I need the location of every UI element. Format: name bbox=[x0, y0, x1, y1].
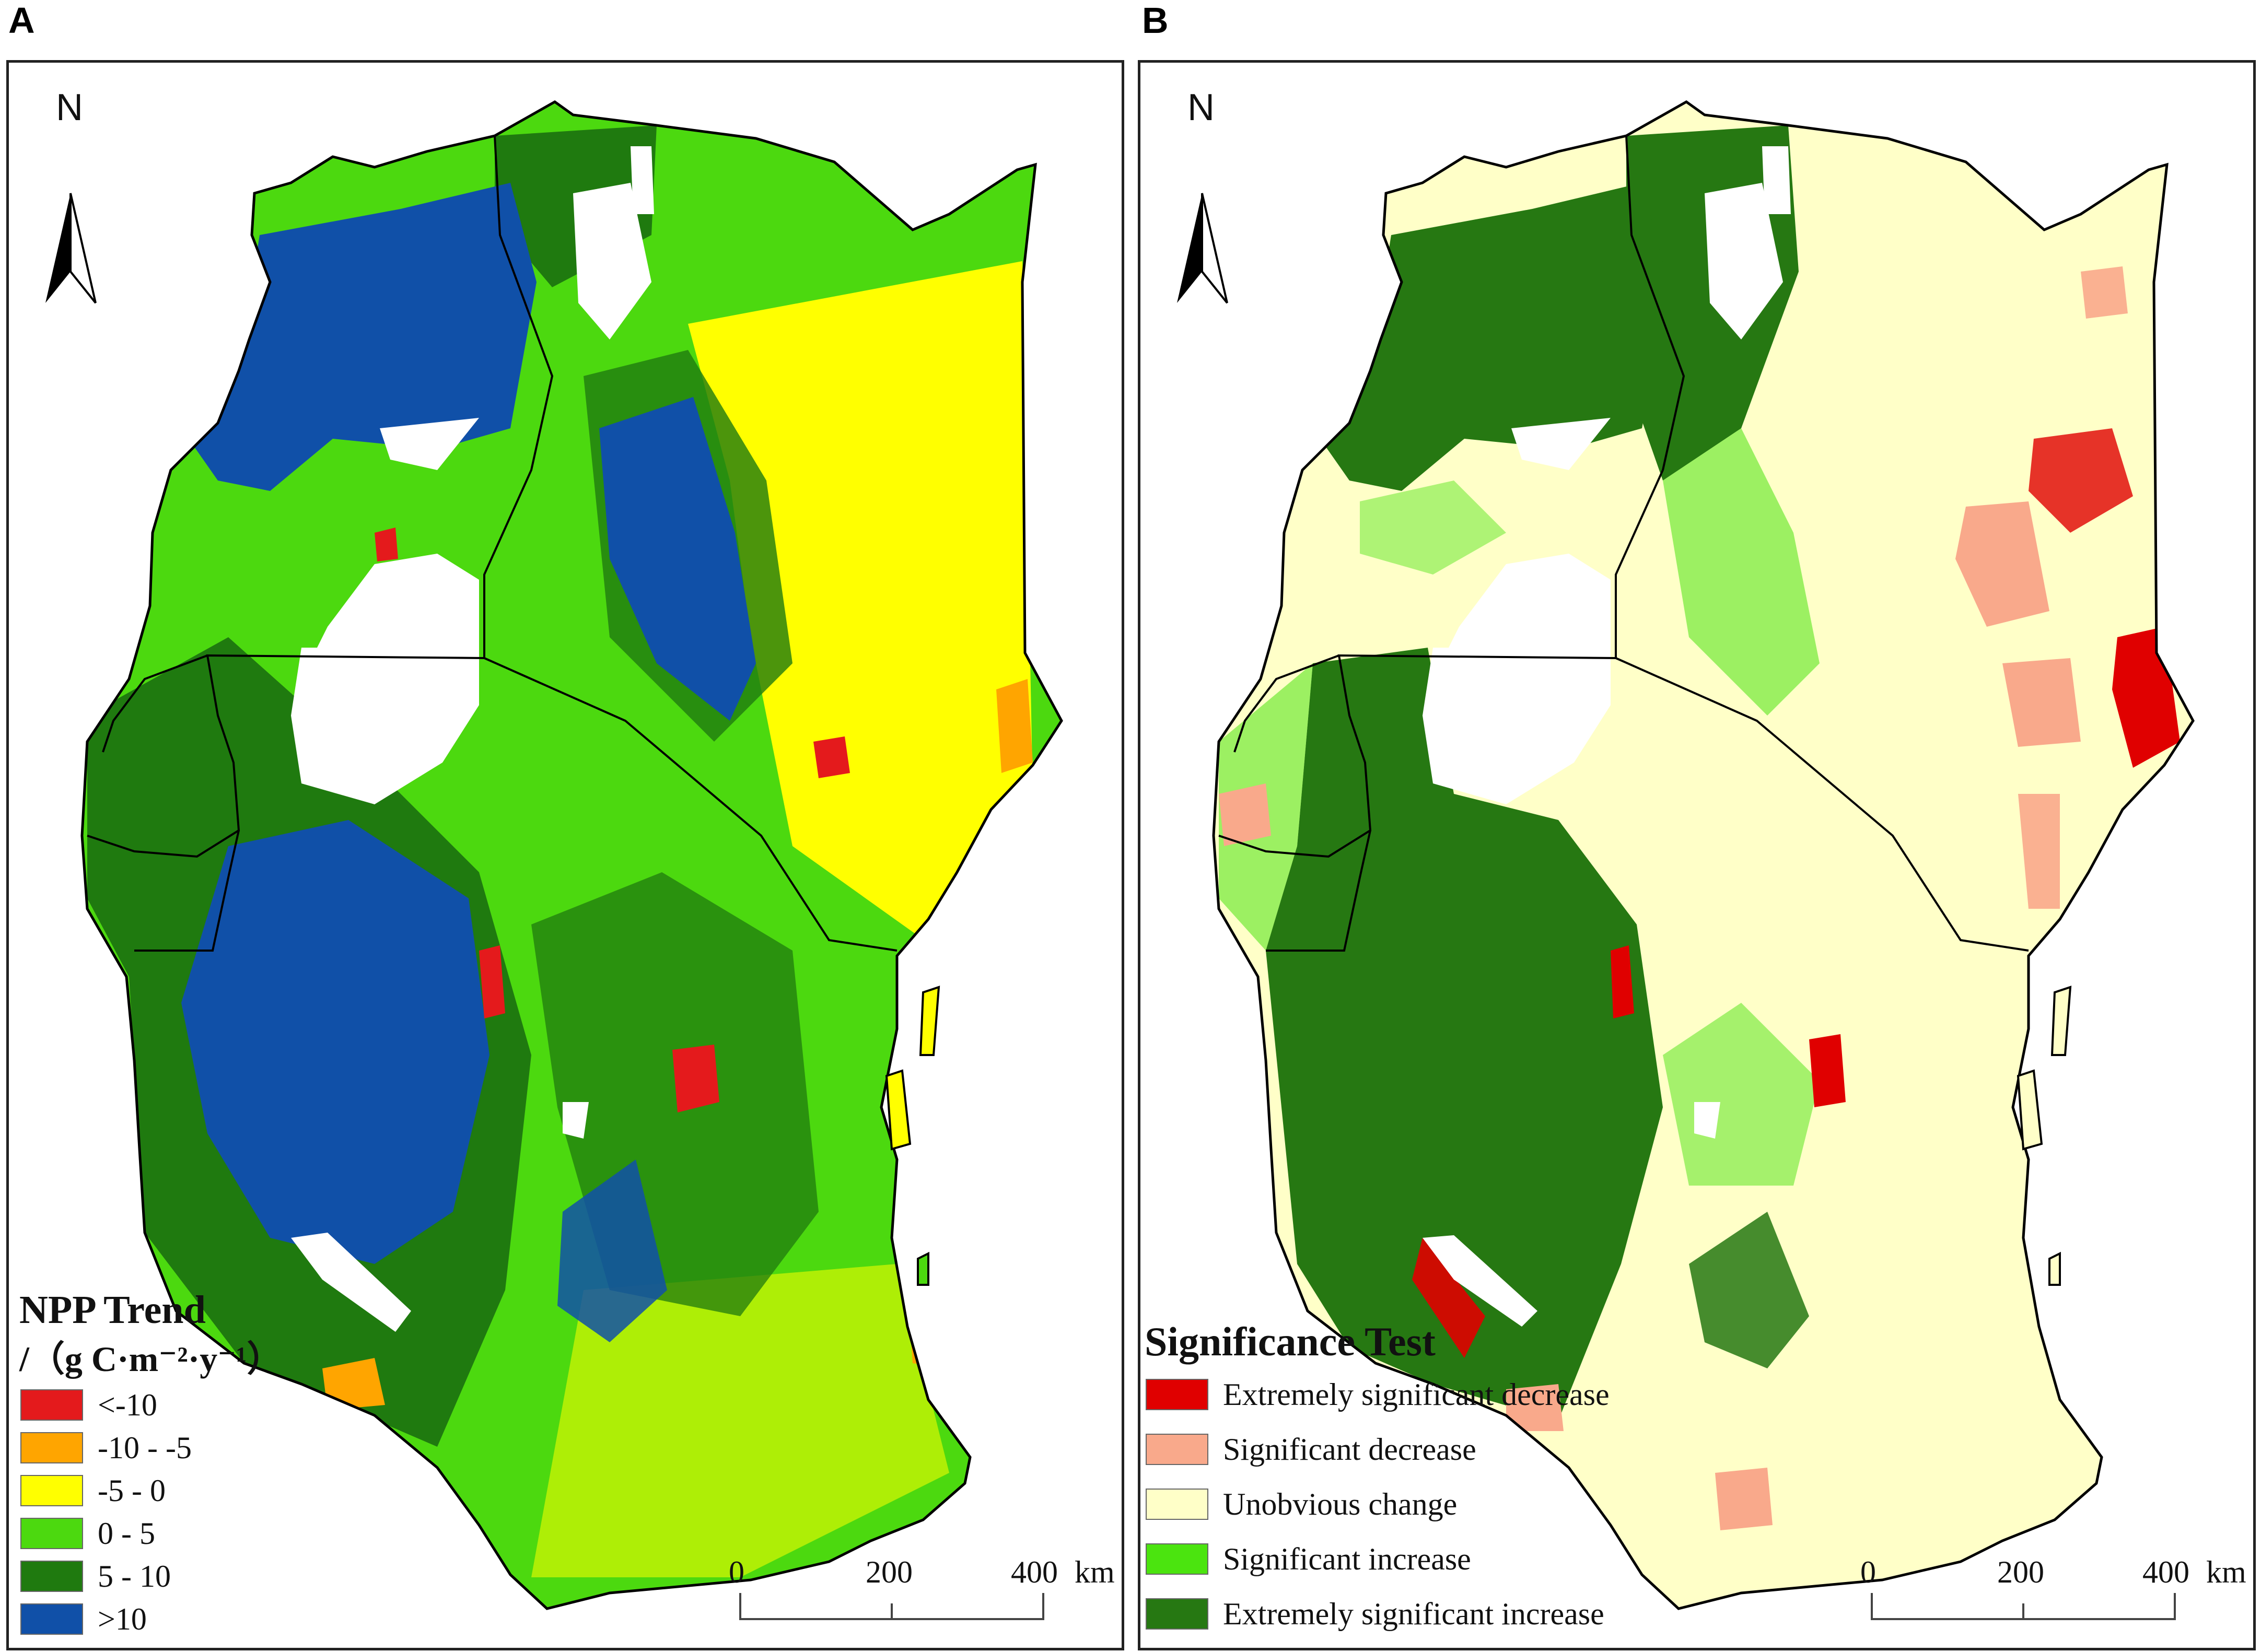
legend-swatch bbox=[20, 1561, 83, 1592]
legend-item: >10 bbox=[20, 1603, 147, 1635]
legend-item: Significant increase bbox=[1146, 1543, 1471, 1575]
significance-map bbox=[1177, 63, 2253, 1620]
legend-label: -10 - -5 bbox=[98, 1431, 192, 1465]
legend-swatch bbox=[20, 1603, 83, 1635]
legend-item: Extremely significant decrease bbox=[1146, 1379, 1610, 1410]
legend-label: -5 - 0 bbox=[98, 1473, 166, 1508]
legend-label: 0 - 5 bbox=[98, 1516, 155, 1551]
legend-swatch bbox=[1146, 1598, 1208, 1630]
north-label: N bbox=[1187, 87, 1215, 128]
north-arrow-icon bbox=[45, 193, 97, 304]
legend-item: <-10 bbox=[20, 1389, 157, 1421]
npp-trend-map bbox=[45, 63, 1122, 1620]
scale-unit: km bbox=[1075, 1555, 1115, 1589]
legend-swatch bbox=[1146, 1543, 1208, 1575]
scale-tick-200: 200 bbox=[866, 1555, 913, 1589]
legend-swatch bbox=[20, 1475, 83, 1506]
legend-swatch bbox=[20, 1518, 83, 1549]
legend-item: -10 - -5 bbox=[20, 1432, 192, 1463]
legend-label: >10 bbox=[98, 1602, 147, 1636]
legend-label: <-10 bbox=[98, 1388, 157, 1422]
legend-label: Extremely significant decrease bbox=[1223, 1377, 1610, 1412]
legend-swatch bbox=[1146, 1379, 1208, 1410]
legend-item: Unobvious change bbox=[1146, 1489, 1457, 1520]
legend-label: 5 - 10 bbox=[98, 1559, 171, 1594]
scale-bar bbox=[1871, 1593, 2176, 1620]
legend-item: 5 - 10 bbox=[20, 1561, 171, 1592]
scale-tick-400: 400 bbox=[1011, 1555, 1058, 1589]
legend-title: Significance Test bbox=[1145, 1319, 1436, 1364]
legend-unit: /（g C·m⁻²·y⁻¹） bbox=[19, 1339, 283, 1379]
npp-trend-raster bbox=[82, 102, 1062, 1609]
legend-item: 0 - 5 bbox=[20, 1518, 155, 1549]
legend-item: Significant decrease bbox=[1146, 1434, 1476, 1465]
scale-tick-400: 400 bbox=[2142, 1555, 2189, 1589]
north-label: N bbox=[56, 87, 83, 128]
legend-label: Significant decrease bbox=[1223, 1432, 1476, 1467]
scale-tick-200: 200 bbox=[1997, 1555, 2044, 1589]
scale-bar bbox=[739, 1593, 1044, 1620]
legend-swatch bbox=[20, 1389, 83, 1421]
legend-label: Extremely significant increase bbox=[1223, 1597, 1604, 1631]
legend-swatch bbox=[20, 1432, 83, 1463]
legend-item: -5 - 0 bbox=[20, 1475, 166, 1506]
panel-b-letter: B bbox=[1142, 0, 1169, 41]
legend-swatch bbox=[1146, 1489, 1208, 1520]
scale-tick-0: 0 bbox=[729, 1555, 744, 1589]
legend-item: Extremely significant increase bbox=[1146, 1598, 1604, 1630]
scale-unit: km bbox=[2206, 1555, 2246, 1589]
panel-b-map: N 0 200 400 km Significance Test Extreme… bbox=[1138, 60, 2256, 1650]
panel-a-letter: A bbox=[8, 0, 35, 41]
north-arrow-icon bbox=[1177, 193, 1228, 304]
legend-label: Unobvious change bbox=[1223, 1487, 1458, 1521]
panel-a-map: N 0 200 400 km NPP Trend /（g C·m⁻²·y⁻¹） … bbox=[6, 60, 1124, 1650]
scale-tick-0: 0 bbox=[1860, 1555, 1876, 1589]
legend-title: NPP Trend bbox=[19, 1288, 206, 1332]
legend-label: Significant increase bbox=[1223, 1542, 1471, 1576]
legend-swatch bbox=[1146, 1434, 1208, 1465]
